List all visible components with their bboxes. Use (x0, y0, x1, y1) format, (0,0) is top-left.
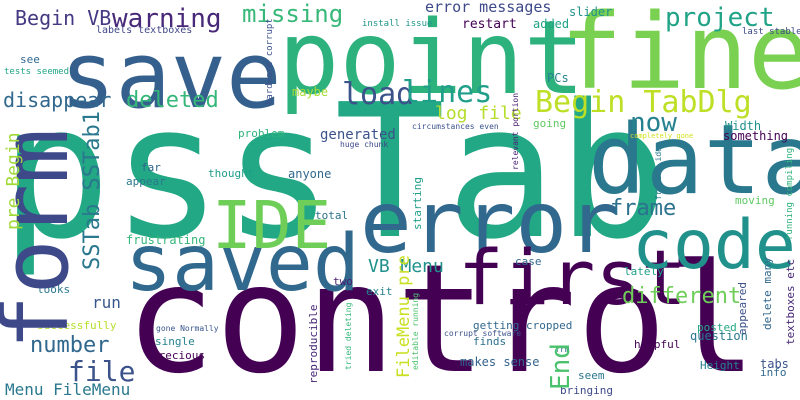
cloud-word: point (278, 0, 586, 118)
cloud-word: error (360, 173, 619, 273)
cloud-word: number (30, 333, 110, 358)
cloud-word: tabs (760, 357, 789, 371)
cloud-word: file (68, 355, 136, 388)
cloud-word: Height (700, 359, 740, 372)
cloud-word: pre Begin (3, 132, 24, 230)
cloud-word: different (622, 284, 742, 309)
cloud-word: makes sense (460, 355, 540, 369)
cloud-word: VB Menu (368, 256, 444, 277)
cloud-word: thought (208, 167, 255, 180)
cloud-word: SSTab SSTab1 (80, 111, 105, 270)
cloud-word: data (588, 104, 800, 216)
cloud-word: question (690, 329, 748, 343)
cloud-word: getting cropped (473, 319, 573, 332)
cloud-word: fraking idea (654, 142, 663, 200)
cloud-word: now (630, 108, 677, 138)
cloud-word: lately (624, 265, 664, 278)
cloud-word: corrupt software (444, 329, 522, 338)
cloud-word: PCs (547, 71, 569, 85)
cloud-word: relevant portion (511, 92, 520, 170)
cloud-word: Menu FileMenu (5, 380, 131, 399)
cloud-word: log file (435, 103, 522, 124)
cloud-word: bringing (560, 384, 613, 397)
cloud-word: appear (126, 175, 166, 188)
cloud-word: far (141, 161, 161, 174)
cloud-word: circumstances even (412, 122, 499, 131)
cloud-word: error messages (425, 0, 552, 16)
cloud-word: something (723, 129, 789, 143)
cloud-word: finds (473, 335, 507, 348)
cloud-word: starting (411, 177, 424, 230)
cloud-word: lines (402, 75, 493, 110)
cloud-word: frame (610, 196, 677, 221)
cloud-word: frustrating (126, 233, 206, 247)
cloud-word: delete many (761, 257, 774, 330)
cloud-word: fine (560, 0, 800, 113)
cloud-word: textboxes etc (784, 258, 797, 345)
cloud-word: huge chunk (340, 140, 389, 149)
cloud-word: completely gone (630, 132, 694, 140)
cloud-word: added (533, 17, 570, 31)
cloud-word: maybe (292, 85, 329, 99)
cloud-word: End (546, 343, 576, 390)
cloud-word: helpful (634, 338, 681, 351)
cloud-word: run (92, 293, 121, 312)
cloud-word: deleted (126, 88, 219, 113)
cloud-word: frm (555, 345, 570, 354)
cloud-word: first (458, 233, 687, 322)
cloud-word: posted (697, 321, 737, 334)
cloud-word: running compiling (785, 147, 795, 240)
cloud-word: control (125, 233, 758, 400)
cloud-word: total (315, 209, 349, 222)
cloud-word: hardware corrupt (265, 18, 275, 105)
cloud-word: load (342, 77, 415, 112)
cloud-word: successfully (37, 319, 117, 332)
cloud-word: going (533, 117, 567, 130)
cloud-word: moving (735, 194, 775, 207)
cloud-word: install issue (362, 19, 433, 29)
cloud-word: tried deleting (344, 302, 353, 370)
cloud-word: labels textboxes (96, 25, 193, 36)
cloud-word: reproducible (307, 304, 320, 384)
cloud-word: Begin VB (15, 6, 112, 30)
cloud-word: Width (725, 119, 762, 133)
cloud-word: project (665, 3, 775, 33)
cloud-word: slider (569, 5, 613, 19)
cloud-word: tests seemed (4, 67, 70, 77)
cloud-word: exit (366, 285, 393, 298)
cloud-word: disappear (3, 88, 112, 112)
cloud-word: saved (125, 219, 360, 309)
cloud-word: single (155, 335, 195, 348)
cloud-word: info (760, 366, 787, 379)
cloud-word: looks (37, 283, 71, 296)
cloud-word: restart (462, 17, 517, 32)
cloud-word: IDE (212, 187, 332, 264)
cloud-word: warning (112, 4, 222, 34)
cloud-word: two (333, 275, 353, 288)
cloud-word: generated (320, 127, 396, 143)
cloud-word: pssTab (0, 64, 669, 280)
cloud-word: appeared (736, 282, 749, 335)
cloud-word: precious (152, 349, 205, 362)
cloud-word: seem (578, 369, 605, 382)
cloud-word: save (60, 22, 282, 129)
cloud-word: missing (242, 0, 344, 28)
cloud-word: gone Normally (156, 324, 219, 333)
cloud-word: problem (238, 127, 285, 140)
cloud-word: see (20, 53, 40, 66)
cloud-word: code (632, 206, 796, 285)
cloud-word: anyone (288, 167, 332, 181)
cloud-word: Begin TabDlg (535, 85, 752, 120)
cloud-word: last stable (742, 27, 800, 37)
cloud-word: case (515, 255, 542, 268)
cloud-word: editable running (411, 292, 420, 370)
